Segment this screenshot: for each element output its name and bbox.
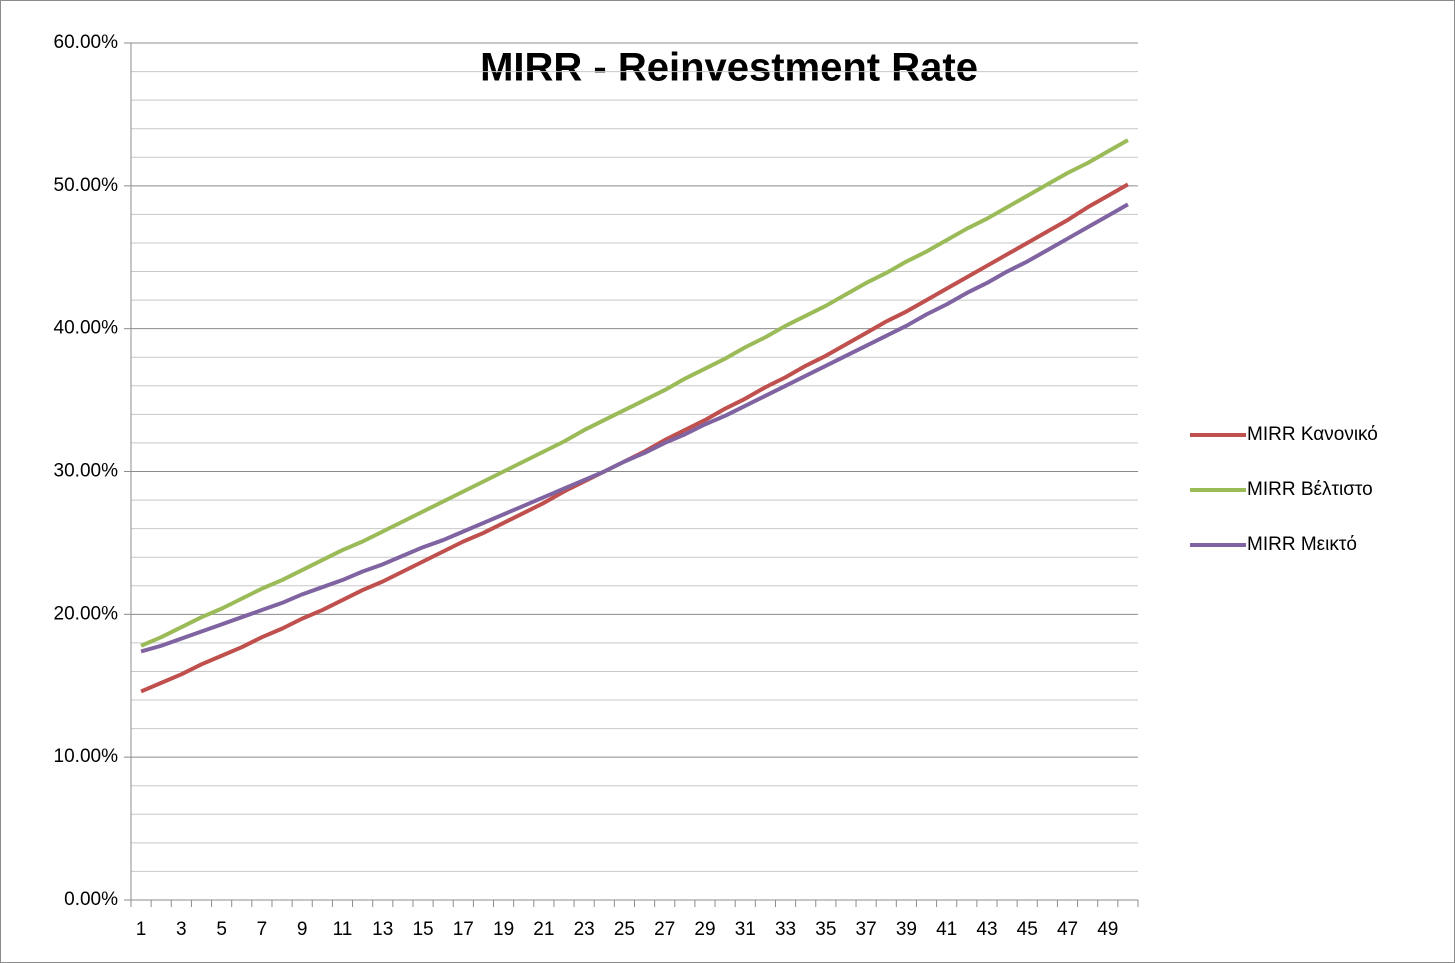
legend-label: MIRR Κανονικό — [1247, 424, 1378, 445]
x-tick-label: 49 — [1097, 919, 1118, 940]
x-tick-label: 13 — [372, 919, 393, 940]
y-tick-label: 20.00% — [54, 603, 119, 624]
x-tick-label: 3 — [176, 919, 187, 940]
x-tick-label: 43 — [976, 919, 997, 940]
x-tick-label: 39 — [896, 919, 917, 940]
x-tick-label: 37 — [856, 919, 877, 940]
series-line — [140, 202, 1129, 654]
x-tick-label: 27 — [654, 919, 675, 940]
x-tick-label: 45 — [1017, 919, 1038, 940]
legend-label: MIRR Μεικτό — [1247, 534, 1357, 555]
x-tick-label: 31 — [735, 919, 756, 940]
y-tick-label: 50.00% — [54, 175, 119, 196]
x-tick-label: 33 — [775, 919, 796, 940]
series-line — [140, 138, 1129, 648]
x-tick-label: 19 — [493, 919, 514, 940]
y-tick-label: 10.00% — [54, 746, 119, 767]
x-tick-label: 41 — [936, 919, 957, 940]
x-tick-label: 1 — [136, 919, 147, 940]
x-tick-label: 17 — [453, 919, 474, 940]
x-tick-label: 9 — [297, 919, 308, 940]
x-tick-label: 23 — [574, 919, 595, 940]
x-tick-label: 5 — [216, 919, 227, 940]
chart-title: MIRR - Reinvestment Rate — [480, 46, 978, 90]
y-tick-label: 40.00% — [54, 318, 119, 339]
x-tick-label: 11 — [333, 919, 353, 940]
x-tick-label: 29 — [694, 919, 715, 940]
x-tick-label: 15 — [412, 919, 433, 940]
y-tick-label: 30.00% — [54, 461, 119, 482]
y-tick-label: 0.00% — [64, 889, 118, 910]
x-tick-label: 47 — [1057, 919, 1078, 940]
y-tick-label: 60.00% — [54, 32, 119, 53]
x-tick-label: 7 — [257, 919, 268, 940]
x-tick-label: 35 — [815, 919, 836, 940]
x-tick-label: 25 — [614, 919, 635, 940]
x-tick-label: 21 — [533, 919, 554, 940]
legend-label: MIRR Βέλτιστο — [1247, 479, 1373, 500]
